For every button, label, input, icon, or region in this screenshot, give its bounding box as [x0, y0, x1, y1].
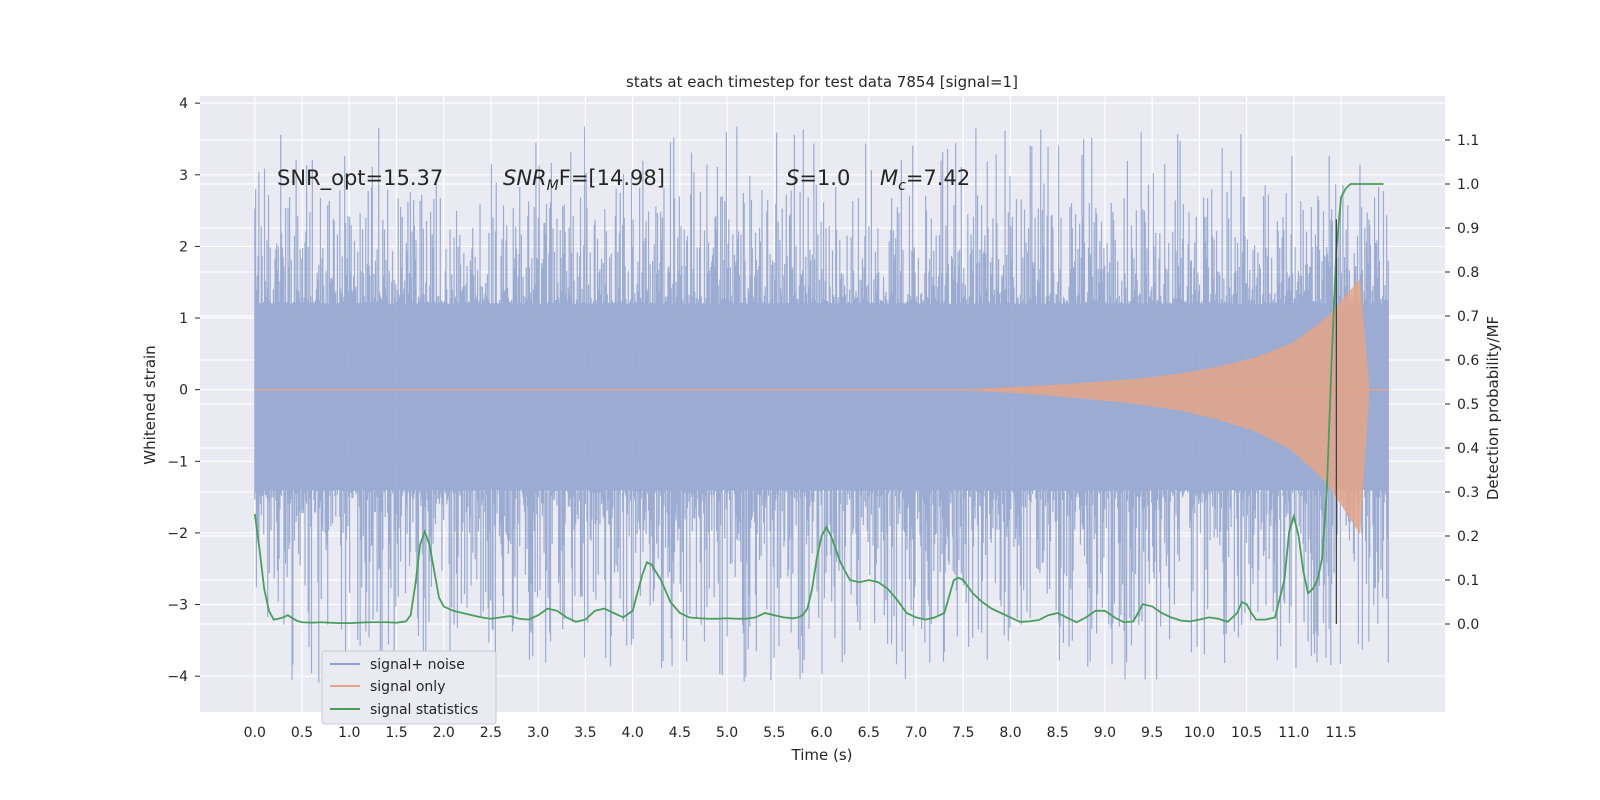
x-tick-label: 10.0 — [1184, 725, 1215, 741]
y-left-tick-label: 0 — [179, 383, 188, 399]
y-left-tick-label: 4 — [179, 96, 188, 112]
y-axis-left-ticks: 4 3 2 1 0 −1 −2 −3 −4 — [167, 96, 200, 685]
y-right-tick-label: 1.0 — [1457, 177, 1479, 193]
x-tick-label: 6.5 — [858, 725, 880, 741]
y-axis-right-label: Detection probability/MF — [1484, 316, 1502, 500]
y-right-tick-label: 0.4 — [1457, 441, 1479, 457]
legend-label-signal: signal only — [370, 679, 445, 695]
y-left-tick-label: −4 — [167, 669, 188, 685]
snr-symbol: SNR — [503, 166, 547, 190]
x-tick-label: 7.0 — [905, 725, 927, 741]
snr-subscript: M — [547, 178, 559, 194]
y-axis-right-ticks: 1.1 1.0 0.9 0.8 0.7 0.6 0.5 0.4 0.3 0.2 0.1 0.0 — [1445, 133, 1479, 633]
mc-subscript: c — [898, 178, 906, 194]
x-tick-label: 9.0 — [1094, 725, 1116, 741]
signal-statistics-series — [253, 183, 1384, 625]
y-right-tick-label: 0.2 — [1457, 529, 1479, 545]
x-tick-label: 11.5 — [1326, 725, 1357, 741]
annotation-snr-mf: SNRMF=[14.98] — [503, 166, 665, 194]
x-tick-label: 1.0 — [338, 725, 360, 741]
x-tick-label: 8.0 — [999, 725, 1021, 741]
x-tick-label: 4.5 — [669, 725, 691, 741]
y-axis-left-label: Whitened strain — [141, 345, 159, 464]
x-tick-label: 3.0 — [527, 725, 549, 741]
snr-mf-value: F=[14.98] — [559, 166, 665, 190]
s-symbol: S — [786, 166, 799, 190]
y-right-tick-label: 0.8 — [1457, 265, 1479, 281]
y-left-tick-label: −2 — [167, 526, 188, 542]
x-tick-label: 5.5 — [763, 725, 785, 741]
x-tick-label: 5.0 — [716, 725, 738, 741]
x-axis-ticks: 0.0 0.5 1.0 1.5 2.0 2.5 3.0 3.5 4.0 4.5 5.0 5.5 6.0 6… — [244, 725, 1357, 741]
y-right-tick-label: 0.6 — [1457, 353, 1479, 369]
chart-title: stats at each timestep for test data 785… — [626, 73, 1018, 91]
mc-value: =7.42 — [906, 166, 970, 190]
x-tick-label: 2.0 — [433, 725, 455, 741]
y-left-tick-label: 3 — [179, 168, 188, 184]
x-tick-label: 9.5 — [1141, 725, 1163, 741]
signal-chirp — [944, 278, 1370, 534]
y-right-tick-label: 1.1 — [1457, 133, 1479, 149]
y-right-tick-label: 0.1 — [1457, 573, 1479, 589]
annotation-snr-opt: SNR_opt=15.37 — [277, 166, 443, 191]
statistics-line — [253, 183, 1384, 625]
y-right-tick-label: 0.0 — [1457, 617, 1479, 633]
y-right-tick-label: 0.3 — [1457, 485, 1479, 501]
x-axis-label: Time (s) — [791, 746, 853, 764]
x-tick-label: 4.0 — [621, 725, 643, 741]
x-tick-label: 10.5 — [1231, 725, 1262, 741]
x-tick-label: 7.5 — [952, 725, 974, 741]
annotation-s: S=1.0 — [786, 166, 850, 190]
y-left-tick-label: 1 — [179, 311, 188, 327]
legend-label-noise: signal+ noise — [370, 657, 465, 673]
x-tick-label: 2.5 — [480, 725, 502, 741]
s-value: =1.0 — [799, 166, 850, 190]
y-right-tick-label: 0.5 — [1457, 397, 1479, 413]
y-right-tick-label: 0.9 — [1457, 221, 1479, 237]
y-left-tick-label: −1 — [167, 454, 188, 470]
mc-symbol: M — [880, 166, 898, 190]
x-tick-label: 0.0 — [244, 725, 266, 741]
legend-label-statistics: signal statistics — [370, 702, 478, 718]
x-tick-label: 8.5 — [1047, 725, 1069, 741]
legend: signal+ noise signal only signal statist… — [321, 650, 497, 725]
y-right-tick-label: 0.7 — [1457, 309, 1479, 325]
y-left-tick-label: −3 — [167, 598, 188, 614]
annotation-chirp-mass: Mc=7.42 — [880, 166, 970, 194]
x-tick-label: 11.0 — [1278, 725, 1309, 741]
x-tick-label: 6.0 — [810, 725, 832, 741]
y-left-tick-label: 2 — [179, 239, 188, 255]
x-tick-label: 1.5 — [385, 725, 407, 741]
signal-only-series — [254, 278, 1389, 534]
x-tick-label: 3.5 — [574, 725, 596, 741]
x-tick-label: 0.5 — [291, 725, 313, 741]
legend-box — [321, 650, 497, 725]
